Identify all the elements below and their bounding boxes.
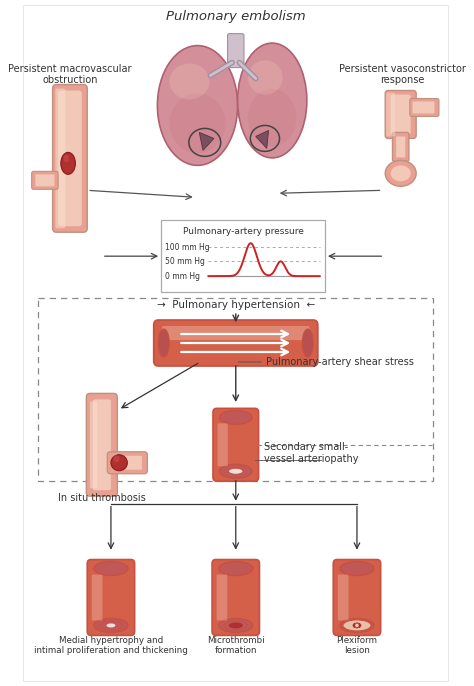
Ellipse shape (219, 410, 252, 425)
Ellipse shape (94, 562, 128, 576)
Circle shape (356, 624, 359, 627)
FancyBboxPatch shape (228, 34, 244, 67)
FancyBboxPatch shape (113, 456, 142, 470)
Text: 0 mm Hg: 0 mm Hg (164, 272, 200, 281)
Ellipse shape (158, 329, 169, 357)
FancyBboxPatch shape (55, 88, 65, 228)
Text: →  Pulmonary hypertension  ←: → Pulmonary hypertension ← (156, 300, 315, 310)
Circle shape (358, 623, 361, 626)
FancyBboxPatch shape (218, 423, 228, 466)
FancyBboxPatch shape (217, 575, 227, 620)
Text: Pulmonary-artery shear stress: Pulmonary-artery shear stress (266, 357, 414, 367)
FancyBboxPatch shape (213, 408, 258, 481)
FancyBboxPatch shape (53, 84, 87, 233)
Ellipse shape (385, 161, 416, 187)
FancyBboxPatch shape (162, 326, 310, 340)
Text: Secondary small-
vessel arteriopathy: Secondary small- vessel arteriopathy (264, 442, 358, 464)
FancyBboxPatch shape (385, 91, 416, 139)
Ellipse shape (224, 621, 247, 630)
Ellipse shape (219, 562, 253, 576)
Text: Pulmonary embolism: Pulmonary embolism (166, 10, 306, 23)
Ellipse shape (228, 469, 243, 474)
FancyBboxPatch shape (333, 560, 381, 635)
Circle shape (354, 625, 356, 628)
Ellipse shape (340, 619, 374, 632)
Ellipse shape (248, 60, 283, 95)
FancyBboxPatch shape (154, 320, 318, 366)
FancyBboxPatch shape (161, 220, 325, 292)
FancyBboxPatch shape (93, 399, 111, 490)
Text: Pulmonary-artery pressure: Pulmonary-artery pressure (182, 227, 303, 236)
Ellipse shape (100, 621, 123, 630)
Ellipse shape (94, 619, 128, 632)
Text: obstruction: obstruction (42, 75, 98, 84)
Text: Microthrombi
formation: Microthrombi formation (207, 636, 264, 655)
Circle shape (359, 624, 361, 627)
FancyBboxPatch shape (396, 137, 405, 157)
FancyBboxPatch shape (392, 132, 409, 161)
FancyBboxPatch shape (338, 575, 348, 620)
Polygon shape (200, 132, 214, 150)
Text: 100 mm Hg: 100 mm Hg (164, 243, 210, 252)
Ellipse shape (229, 622, 243, 628)
Ellipse shape (343, 620, 371, 631)
FancyBboxPatch shape (87, 560, 135, 635)
Text: In situ thrombosis: In situ thrombosis (58, 493, 146, 503)
Text: 50 mm Hg: 50 mm Hg (164, 257, 205, 265)
FancyBboxPatch shape (410, 99, 439, 117)
Text: Persistent macrovascular: Persistent macrovascular (8, 64, 132, 73)
Ellipse shape (169, 93, 226, 154)
FancyBboxPatch shape (32, 172, 58, 189)
Ellipse shape (157, 45, 237, 165)
Circle shape (356, 626, 358, 628)
Circle shape (356, 622, 358, 625)
FancyBboxPatch shape (107, 452, 147, 474)
Ellipse shape (248, 89, 296, 146)
Circle shape (358, 625, 361, 628)
Ellipse shape (169, 64, 210, 99)
Ellipse shape (111, 455, 128, 471)
Bar (38, 298, 434, 481)
Ellipse shape (61, 152, 75, 174)
FancyBboxPatch shape (35, 174, 55, 187)
Circle shape (354, 623, 356, 626)
Ellipse shape (391, 165, 410, 181)
Text: response: response (380, 75, 425, 84)
Polygon shape (256, 130, 269, 148)
FancyBboxPatch shape (86, 393, 118, 496)
FancyBboxPatch shape (391, 95, 410, 134)
Circle shape (353, 624, 355, 627)
Ellipse shape (219, 619, 253, 632)
Ellipse shape (113, 456, 119, 462)
FancyBboxPatch shape (386, 93, 395, 137)
Ellipse shape (340, 562, 374, 576)
Ellipse shape (237, 43, 307, 158)
FancyBboxPatch shape (90, 401, 97, 488)
Text: Medial hypertrophy and
intimal proliferation and thickening: Medial hypertrophy and intimal prolifera… (34, 636, 188, 655)
Ellipse shape (107, 624, 115, 628)
FancyBboxPatch shape (212, 560, 259, 635)
FancyBboxPatch shape (58, 91, 82, 226)
Ellipse shape (302, 329, 313, 357)
FancyBboxPatch shape (412, 102, 434, 113)
Text: Persistent vasoconstrictor: Persistent vasoconstrictor (339, 64, 466, 73)
Ellipse shape (219, 464, 252, 478)
Ellipse shape (64, 154, 69, 163)
FancyBboxPatch shape (92, 575, 102, 620)
Text: Plexiform
lesion: Plexiform lesion (337, 636, 377, 655)
